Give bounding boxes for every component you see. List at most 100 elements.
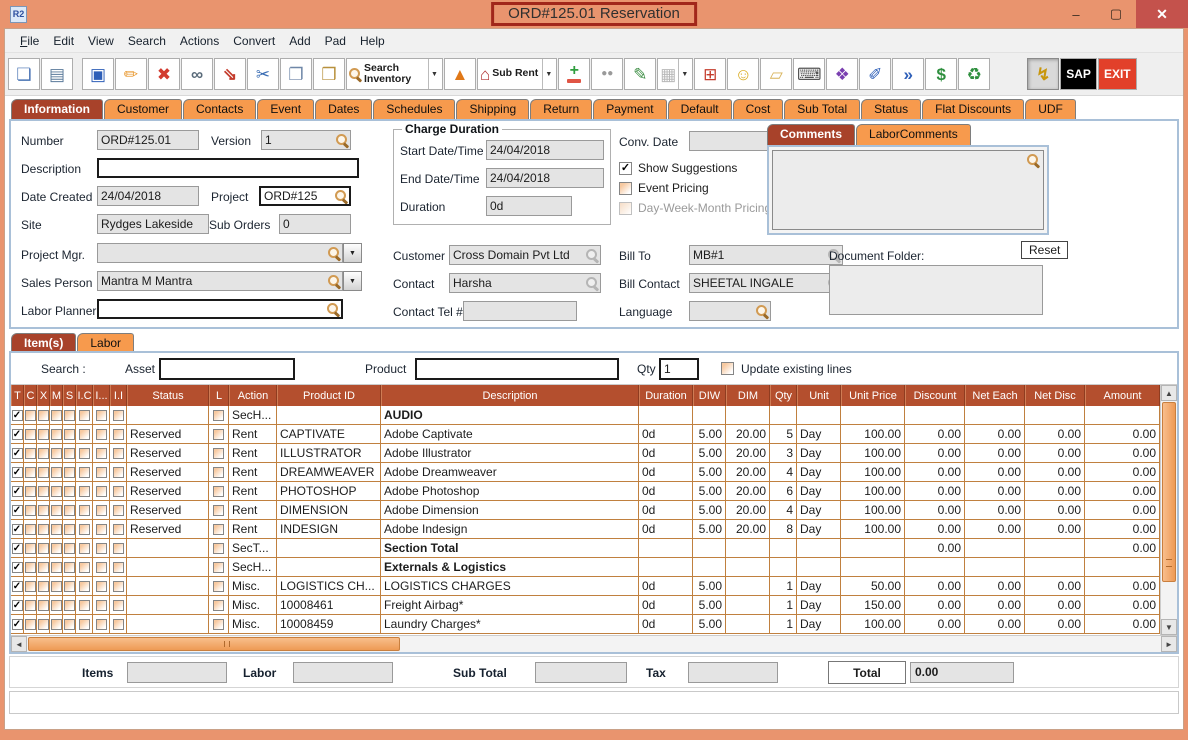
tab-dates[interactable]: Dates [315,99,373,119]
row-check-t[interactable]: ✓ [11,542,23,554]
row-check-ic[interactable] [78,504,90,516]
row-check-c[interactable] [24,428,36,440]
row-check-l[interactable] [213,447,224,459]
row-check-ii[interactable] [112,561,124,573]
table-row[interactable]: ✓ Reserved Rent PHOTOSHOP Adobe Photoshop 0d 5… [11,482,1160,501]
col-header-net_disc[interactable]: Net Disc [1025,385,1085,406]
row-check-x[interactable] [37,466,49,478]
row-check-ic[interactable] [78,485,90,497]
search-icon[interactable] [328,274,341,288]
chevron-down-icon[interactable]: ▼ [678,59,690,89]
row-check-idots[interactable] [95,447,107,459]
row-check-idots[interactable] [95,466,107,478]
col-header-amount[interactable]: Amount [1085,385,1160,406]
table-row[interactable]: ✓ Misc. 10008461 Freight Airbag* 0d 5.00 1 Day 1… [11,596,1160,615]
search-icon[interactable] [756,304,769,318]
sub-rent-button[interactable]: ⌂ Sub Rent ▼ [476,58,558,90]
table-row[interactable]: ✓ SecT... Section Total 0.00 0.00 [11,539,1160,558]
menu-file[interactable]: File [20,33,40,48]
row-check-t[interactable]: ✓ [11,599,23,611]
col-header-product_id[interactable]: Product ID [277,385,381,406]
row-check-c[interactable] [24,580,36,592]
qty-input[interactable]: 1 [659,358,699,380]
products-3d-button[interactable]: ▲ [443,58,476,90]
row-check-t[interactable]: ✓ [11,466,23,478]
col-header-discount[interactable]: Discount [905,385,965,406]
chevron-down-icon[interactable]: ▼ [542,59,554,89]
row-check-x[interactable] [37,485,49,497]
row-check-ic[interactable] [78,618,90,630]
close-button[interactable]: ✕ [1136,0,1188,28]
row-check-s[interactable] [63,523,75,535]
row-check-ic[interactable] [78,580,90,592]
row-check-idots[interactable] [95,428,107,440]
col-header-diw[interactable]: DIW [693,385,726,406]
row-check-x[interactable] [37,409,49,421]
col-header-unit_price[interactable]: Unit Price [841,385,905,406]
row-check-c[interactable] [24,504,36,516]
vertical-scrollbar[interactable]: ▲ ▼ [1160,385,1177,635]
row-check-ic[interactable] [78,599,90,611]
row-check-l[interactable] [213,466,224,478]
search-inventory-button[interactable]: Search Inventory ▼ [346,58,443,90]
col-header-t[interactable]: T [11,385,24,406]
exit-button[interactable]: EXIT [1097,58,1137,90]
row-check-idots[interactable] [95,561,107,573]
table-row[interactable]: ✓ Reserved Rent DREAMWEAVER Adobe Dreamweave… [11,463,1160,482]
row-check-ii[interactable] [112,523,124,535]
row-check-ii[interactable] [112,599,124,611]
row-check-s[interactable] [63,580,75,592]
copy-button[interactable]: ❐ [280,58,312,90]
tab-return[interactable]: Return [530,99,593,119]
menu-help[interactable]: Help [359,33,385,48]
row-check-s[interactable] [63,485,75,497]
keyboard-key-button[interactable]: ⌨ [793,58,826,90]
row-check-m[interactable] [50,409,62,421]
maximize-button[interactable]: ▢ [1109,6,1123,21]
row-check-x[interactable] [37,561,49,573]
table-row[interactable]: ✓ Reserved Rent ILLUSTRATOR Adobe Illustrato… [11,444,1160,463]
row-check-ii[interactable] [112,504,124,516]
row-check-idots[interactable] [95,485,107,497]
asset-input[interactable] [159,358,295,380]
row-check-l[interactable] [213,428,224,440]
labor-planner-field[interactable] [97,299,343,319]
paste-special-button[interactable]: ⇘ [214,58,246,90]
update-existing-checkbox[interactable] [721,362,734,375]
row-check-s[interactable] [63,504,75,516]
tab-flat-discounts[interactable]: Flat Discounts [922,99,1025,119]
notes-button[interactable]: ✎ [624,58,657,90]
col-header-l[interactable]: L [209,385,229,406]
cut-button[interactable]: ✂ [247,58,279,90]
table-row[interactable]: ✓ SecH... Externals & Logistics [11,558,1160,577]
chevron-down-icon[interactable]: ▼ [343,271,362,291]
col-header-ic[interactable]: I.C [76,385,93,406]
row-check-s[interactable] [63,542,75,554]
tab-payment[interactable]: Payment [593,99,667,119]
table-row[interactable]: ✓ Reserved Rent DIMENSION Adobe Dimension 0d 5… [11,501,1160,520]
row-check-ic[interactable] [78,409,90,421]
menu-view[interactable]: View [88,33,114,48]
row-check-c[interactable] [24,542,36,554]
row-check-ic[interactable] [78,466,90,478]
row-check-c[interactable] [24,447,36,459]
tab-sub-total[interactable]: Sub Total [784,99,861,119]
col-header-m[interactable]: M [50,385,63,406]
scroll-right-icon[interactable]: ► [1161,636,1177,652]
search-icon[interactable] [335,189,348,203]
row-check-t[interactable]: ✓ [11,523,23,535]
tab-comments[interactable]: Comments [767,124,856,145]
row-check-l[interactable] [213,618,224,630]
row-check-x[interactable] [37,504,49,516]
menu-search[interactable]: Search [127,33,166,48]
row-check-m[interactable] [50,523,62,535]
row-check-t[interactable]: ✓ [11,618,23,630]
inventory-cubes-button[interactable]: ❖ [826,58,859,90]
row-check-m[interactable] [50,466,62,478]
menu-actions[interactable]: Actions [179,33,220,48]
row-check-t[interactable]: ✓ [11,409,23,421]
org-chart-button[interactable]: ⊞ [694,58,727,90]
sap-button[interactable]: SAP [1060,58,1097,90]
row-check-idots[interactable] [95,618,107,630]
row-check-t[interactable]: ✓ [11,504,23,516]
